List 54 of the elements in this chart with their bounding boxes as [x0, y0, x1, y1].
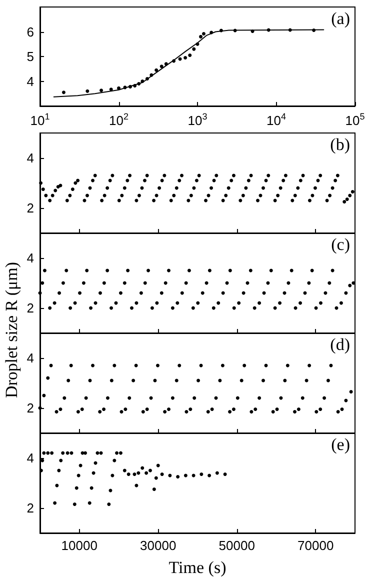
- annotation: (c): [331, 235, 350, 254]
- point: [156, 464, 160, 468]
- x-tick-label: 10000: [61, 538, 98, 553]
- point: [126, 472, 130, 476]
- point: [184, 474, 188, 478]
- point: [84, 451, 88, 455]
- point: [88, 501, 92, 505]
- point: [223, 472, 227, 476]
- point: [115, 451, 119, 455]
- y-tick-label: 4: [26, 350, 34, 366]
- y-tick-label: 2: [26, 500, 34, 516]
- x-tick-label: 70000: [298, 538, 334, 553]
- point: [40, 458, 44, 462]
- y-tick-label: 2: [26, 300, 34, 316]
- y-tick-label: 2: [26, 200, 34, 216]
- y-tick-label: 4: [26, 450, 34, 466]
- y-tick-label: 5: [26, 49, 34, 64]
- x-axis-title: Time (s): [168, 558, 226, 577]
- point: [132, 472, 136, 476]
- point: [74, 486, 78, 490]
- annotation: (b): [330, 135, 350, 154]
- point: [154, 476, 158, 480]
- y-tick-label: 4: [26, 150, 34, 166]
- point: [208, 474, 212, 478]
- point: [107, 502, 111, 506]
- annotation: (e): [331, 435, 350, 454]
- y-tick-label: 2: [26, 400, 34, 416]
- point: [160, 472, 164, 476]
- point: [118, 451, 122, 455]
- point: [53, 501, 57, 505]
- point: [76, 474, 80, 478]
- x-tick-label: 50000: [218, 538, 255, 553]
- point: [57, 468, 61, 472]
- point: [59, 458, 63, 462]
- annotation: (a): [331, 9, 350, 28]
- y-tick-label: 4: [26, 250, 34, 266]
- point: [152, 488, 156, 491]
- x-tick-label: 30000: [140, 538, 176, 553]
- point: [61, 451, 65, 455]
- point: [39, 468, 43, 472]
- y-tick-label: 4: [26, 74, 34, 89]
- point: [148, 468, 152, 472]
- point: [176, 475, 180, 478]
- point: [72, 502, 76, 506]
- point: [215, 471, 219, 475]
- point: [122, 468, 126, 472]
- point: [46, 451, 50, 455]
- annotation: (d): [330, 335, 350, 354]
- y-tick-label: 6: [26, 24, 34, 40]
- y-axis-title: Droplet size R (μm): [2, 262, 22, 398]
- point: [144, 471, 148, 475]
- point: [140, 466, 144, 470]
- point: [50, 451, 54, 455]
- point: [200, 472, 204, 476]
